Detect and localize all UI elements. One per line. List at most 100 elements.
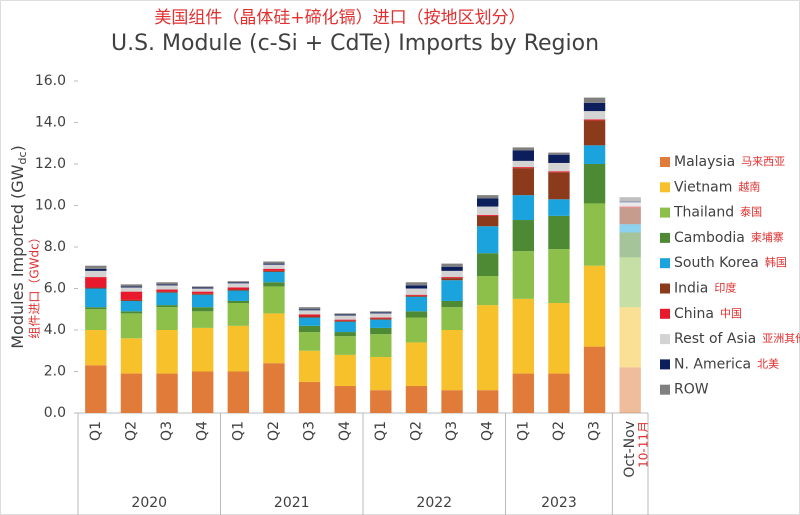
x-tick-label: Q3: [587, 421, 603, 441]
bar-segment: [298, 314, 321, 317]
y-tick-label: 2.0: [44, 364, 66, 380]
bar-segment: [156, 289, 178, 292]
bar-segment: [548, 249, 570, 304]
bar-segment: [227, 325, 249, 372]
x-tick-label: Q2: [408, 421, 424, 441]
bar-segment: [441, 330, 463, 391]
legend-label: Thailand: [673, 205, 734, 221]
bar-segment: [263, 261, 285, 264]
bar-segment: [120, 313, 143, 339]
bar-segment: [334, 314, 356, 316]
bar-segment: [85, 307, 107, 310]
bar-segment: [120, 338, 143, 374]
bar-segment: [85, 365, 107, 413]
bar-segment: [156, 330, 178, 374]
legend-label-zh: 泰国: [740, 205, 762, 219]
bar-segment: [227, 282, 249, 284]
bar-segment: [120, 286, 143, 288]
bar-segment: [263, 268, 285, 271]
bar-segment: [156, 305, 178, 308]
bar-segment: [619, 202, 641, 207]
group-label: 2023: [541, 495, 577, 511]
bar-segment: [512, 167, 534, 169]
bar-segment: [477, 253, 499, 277]
bar-segment: [477, 198, 499, 207]
bar-segment: [192, 288, 214, 292]
legend-label-zh: 韩国: [765, 255, 787, 269]
bar-segment: [548, 162, 570, 172]
bar-segment: [370, 318, 392, 320]
bar-segment: [370, 317, 392, 319]
legend-swatch: [660, 157, 670, 167]
bar-segment: [298, 332, 321, 351]
bar-segment: [298, 307, 321, 310]
bar-segment: [85, 277, 107, 288]
bar-segment: [120, 373, 143, 413]
bar-segment: [156, 307, 178, 330]
x-tick-label: Q4: [480, 421, 496, 441]
bar-segment: [441, 390, 463, 413]
bar-segment: [512, 147, 534, 151]
bar-segment: [583, 120, 606, 146]
bar-segment: [512, 150, 534, 161]
bar-segment: [405, 285, 428, 289]
bar-segment: [192, 311, 214, 328]
legend-swatch: [660, 359, 670, 370]
bar-segment: [512, 220, 534, 252]
x-tick-label: Q1: [515, 421, 531, 441]
legend-label: South Korea: [674, 255, 759, 271]
y-label-main: Modules Imported (GW: [8, 164, 27, 348]
bar-segment: [120, 284, 143, 287]
bar-segment: [405, 311, 428, 318]
bar-segment: [441, 278, 463, 281]
bar-segment: [156, 285, 178, 290]
bar-segment: [370, 334, 392, 357]
y-axis-label: Modules Imported (GWdc): [8, 145, 30, 349]
bar-segment: [156, 282, 178, 285]
bar-segment: [298, 325, 321, 333]
bar-segment: [441, 280, 463, 301]
bar-segment: [192, 307, 214, 312]
bar-segment: [370, 390, 392, 413]
bar-segment: [156, 292, 178, 306]
legend-swatch: [660, 232, 670, 243]
bar-segment: [548, 215, 570, 250]
legend-label: ROW: [674, 382, 709, 398]
bar-segment: [477, 206, 499, 215]
bar-segment: [192, 287, 214, 289]
bar-segment: [370, 313, 392, 318]
bar-segment: [512, 251, 534, 299]
bar-segment: [263, 363, 285, 413]
bar-segment: [227, 300, 249, 304]
bar-segment: [192, 291, 214, 294]
bar-segment: [370, 319, 392, 328]
bar-segment: [85, 265, 107, 269]
bar-segment: [120, 300, 143, 312]
bar-segment: [619, 201, 641, 203]
bar-segment: [477, 390, 499, 413]
bar-segment: [227, 289, 249, 291]
x-tick-label: Q3: [302, 421, 318, 441]
x-tick-label: Q2: [551, 421, 567, 441]
legend-label-zh: 北美: [757, 357, 779, 370]
bar-segment: [619, 206, 641, 208]
bar-segment: [334, 320, 356, 322]
bar-segment: [334, 354, 356, 387]
bar-segment: [85, 287, 107, 289]
bar-segment: [85, 330, 107, 366]
y-tick-label: 4.0: [44, 322, 66, 338]
bar-segment: [441, 307, 463, 330]
legend-swatch: [660, 384, 670, 395]
bar-segment: [619, 207, 641, 225]
x-tick-label: Oct-Nov: [622, 421, 638, 478]
bar-segment: [619, 197, 641, 202]
bar-segment: [85, 288, 107, 308]
legend-label: Malaysia: [674, 154, 735, 170]
bar-segment: [263, 282, 285, 287]
bar-segment: [477, 226, 499, 254]
bar-segment: [334, 315, 356, 320]
chart-title: U.S. Module (c-Si + CdTe) Imports by Reg…: [111, 31, 599, 56]
bar-segment: [227, 287, 249, 290]
bar-segment: [334, 336, 356, 355]
